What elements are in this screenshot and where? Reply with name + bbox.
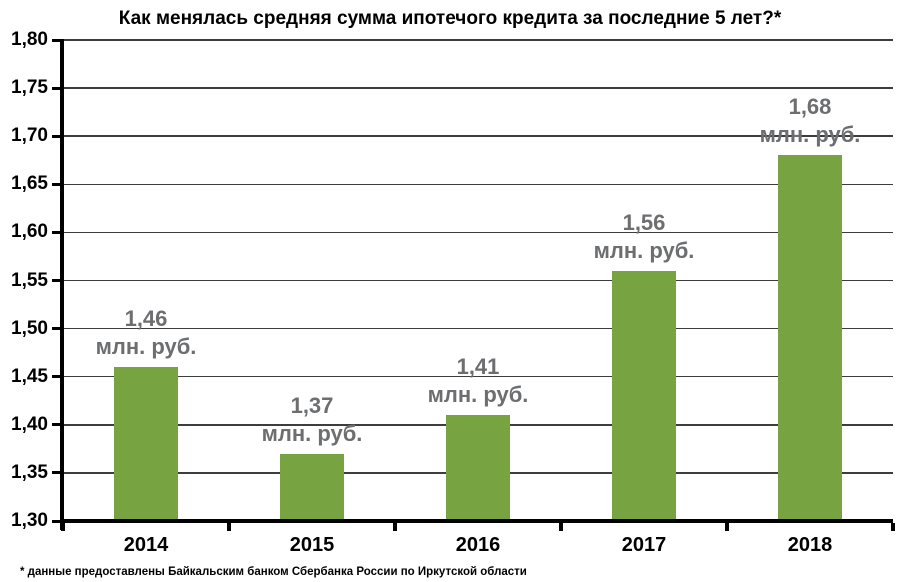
bar-value: 1,37 [290, 392, 334, 418]
bar-2018 [778, 155, 842, 521]
gridline [63, 135, 893, 137]
bar-2016 [446, 415, 510, 521]
y-axis-line [60, 39, 64, 530]
plot-area: 1,80 1,75 1,70 1,65 1,60 1,55 1,50 1,45 1,40 1,35… [11, 29, 895, 556]
y-axis-tick-label: 1,30 [11, 510, 48, 531]
bar-value: 1,46 [124, 306, 168, 332]
y-axis-tick [52, 86, 61, 90]
bar-value-label: 1,56 млн. руб. [554, 209, 734, 265]
x-axis-boundary-tick [393, 523, 397, 531]
y-axis-tick-label: 1,45 [11, 365, 48, 387]
y-axis-tick-label: 1,75 [11, 77, 48, 99]
y-axis-tick [52, 230, 61, 234]
bar-value-label: 1,41 млн. руб. [388, 353, 568, 409]
bar-unit: млн. руб. [759, 122, 861, 148]
y-axis-tick [52, 519, 61, 523]
gridline [63, 183, 893, 186]
x-axis-category-label: 2017 [621, 534, 667, 556]
y-axis-tick-label: 1,55 [11, 269, 48, 291]
x-axis-category-label: 2016 [455, 534, 501, 556]
x-axis-category-label: 2018 [787, 534, 833, 556]
x-axis-boundary-tick [227, 523, 231, 531]
bar-value-label: 1,37 млн. руб. [222, 392, 402, 448]
y-axis-tick [52, 38, 61, 42]
gridline [63, 327, 893, 330]
y-axis-tick [52, 327, 61, 331]
footnote: * данные предоставлены Байкальским банко… [20, 566, 527, 578]
y-axis-tick-label: 1,35 [11, 461, 48, 483]
x-axis-boundary-tick [559, 523, 563, 531]
bar-value-label: 1,68 млн. руб. [720, 93, 900, 149]
gridline [63, 279, 893, 282]
bar-value: 1,56 [622, 209, 666, 235]
y-axis-tick [52, 134, 61, 138]
bar-2017 [612, 270, 676, 521]
bar-unit: млн. руб. [593, 237, 695, 263]
x-axis-category-label: 2014 [123, 534, 169, 556]
bar-value-label: 1,46 млн. руб. [56, 305, 236, 361]
gridline [63, 39, 893, 41]
y-axis-tick-label: 1,40 [11, 413, 48, 435]
bar-unit: млн. руб. [95, 334, 197, 360]
gridline [63, 375, 893, 378]
y-axis-tick-label: 1,80 [11, 29, 48, 50]
bar-unit: млн. руб. [261, 420, 363, 446]
bar-2015 [280, 453, 344, 521]
gridline [63, 231, 893, 234]
x-axis-category-label: 2015 [289, 534, 335, 556]
y-axis-tick-label: 1,65 [11, 173, 48, 195]
bar-value: 1,68 [788, 94, 832, 120]
bar-2014 [114, 367, 178, 521]
x-axis-boundary-tick [61, 523, 65, 531]
bar-unit: млн. руб. [427, 382, 529, 408]
x-axis-boundary-tick [725, 523, 729, 531]
y-axis-tick-label: 1,60 [11, 221, 48, 243]
y-axis-tick [52, 375, 61, 379]
y-axis-tick [52, 182, 61, 186]
x-axis-boundary-tick [891, 523, 895, 531]
x-axis-line [60, 519, 893, 523]
y-axis-tick [52, 471, 61, 475]
chart-title: Как менялась средняя сумма ипотечого кре… [118, 8, 782, 29]
y-axis-tick-label: 1,50 [11, 317, 48, 339]
y-axis-tick [52, 279, 61, 282]
bar-value: 1,41 [456, 354, 500, 380]
gridline [63, 87, 893, 89]
y-axis-tick-label: 1,70 [11, 125, 48, 147]
y-axis-tick [52, 423, 61, 427]
